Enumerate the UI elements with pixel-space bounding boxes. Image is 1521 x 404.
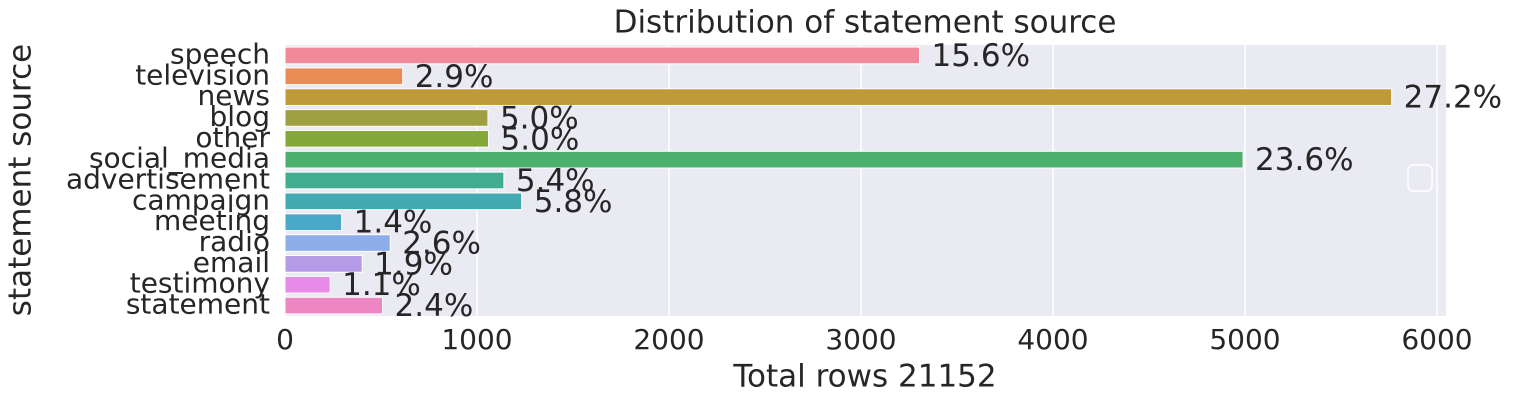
x-tick-label: 0 xyxy=(276,323,294,356)
marks xyxy=(284,46,1393,315)
data-label: 1.4% xyxy=(354,205,433,241)
y-tick-label: email xyxy=(193,246,270,279)
y-tick-label: radio xyxy=(199,225,270,258)
y-tick-label: other xyxy=(195,121,270,154)
bar xyxy=(284,234,391,252)
data-label: 2.4% xyxy=(395,288,474,324)
bar xyxy=(284,67,404,86)
x-tick-label: 6000 xyxy=(1401,323,1472,356)
data-label: 5.8% xyxy=(534,184,613,220)
bar xyxy=(284,88,1393,106)
data-label: 1.1% xyxy=(342,267,421,303)
data-label: 2.9% xyxy=(415,59,494,95)
y-tick-label: statement xyxy=(126,288,270,321)
y-tick-label: advertisement xyxy=(66,163,270,196)
y-tick-label: television xyxy=(135,58,270,91)
data-label: 5.0% xyxy=(501,121,580,157)
data-label: 1.9% xyxy=(374,246,453,282)
bar xyxy=(284,275,331,294)
bar xyxy=(284,192,523,211)
x-tick-label: 2000 xyxy=(633,323,704,356)
x-tick-label: 1000 xyxy=(441,323,512,356)
y-axis-label: statement source xyxy=(3,44,39,316)
x-tick-label: 3000 xyxy=(825,323,896,356)
bar xyxy=(284,213,343,232)
data-label: 2.6% xyxy=(402,226,481,262)
bar xyxy=(284,296,384,315)
data-label: 23.6% xyxy=(1255,142,1353,178)
data-label: 27.2% xyxy=(1404,80,1502,116)
bar xyxy=(284,129,490,148)
y-tick-label: campaign xyxy=(132,183,270,216)
data-label: 5.0% xyxy=(500,100,579,136)
y-tick-label: news xyxy=(198,79,270,112)
chart-title: Distribution of statement source xyxy=(614,5,1117,41)
legend-box xyxy=(1407,164,1433,192)
x-tick-label: 4000 xyxy=(1017,323,1088,356)
bar xyxy=(284,255,363,273)
y-tick-label: blog xyxy=(210,100,270,133)
bar xyxy=(284,46,921,65)
data-label: 15.6% xyxy=(932,38,1030,74)
y-tick-label: social_media xyxy=(89,142,270,175)
bar xyxy=(284,171,505,190)
y-tick-label: testimony xyxy=(130,267,270,300)
y-tick-label: speech xyxy=(170,37,270,70)
x-tick-label: 5000 xyxy=(1209,323,1280,356)
y-tick-label: meeting xyxy=(154,204,270,237)
x-axis-label: Total rows 21152 xyxy=(732,359,996,395)
bar xyxy=(284,109,489,127)
data-label: 5.4% xyxy=(516,163,595,199)
bar xyxy=(284,150,1244,169)
